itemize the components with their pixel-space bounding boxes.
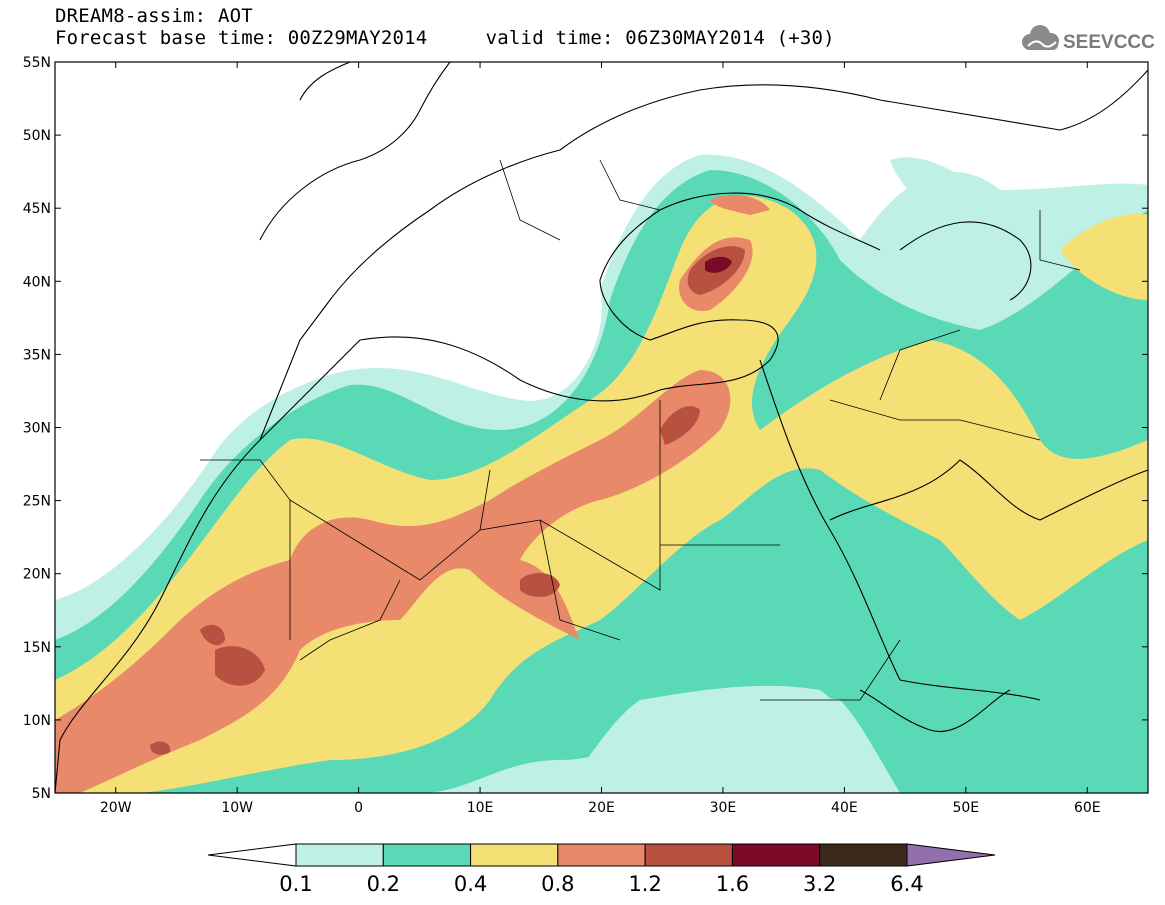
colorbar-swatch — [644, 843, 733, 867]
colorbar-swatch — [295, 843, 384, 867]
lat-label: 15N — [23, 640, 51, 656]
lon-label: 50E — [952, 800, 979, 816]
colorbar-label: 1.2 — [628, 872, 662, 896]
lat-label: 5N — [32, 786, 51, 802]
lon-label: 0 — [354, 800, 363, 816]
lon-label: 60E — [1074, 800, 1101, 816]
lat-label: 40N — [23, 274, 51, 290]
lon-label: 10E — [467, 800, 494, 816]
colorbar-label: 0.4 — [453, 872, 488, 896]
svg-text:SEEVCCC: SEEVCCC — [1063, 32, 1155, 53]
aot-contour-1.2-chad — [520, 573, 560, 597]
aot-contour-1.6 — [705, 256, 732, 273]
colorbar — [207, 843, 996, 867]
aot-contour-0.8 — [55, 370, 731, 793]
lat-label: 35N — [23, 347, 51, 363]
aot-contour-0.2-somalia — [900, 696, 1060, 760]
country-borders — [200, 159, 1081, 701]
lon-label: 20W — [100, 800, 132, 816]
colorbar-label: 1.6 — [715, 872, 750, 896]
lat-label: 10N — [23, 713, 51, 729]
cloud-icon — [1022, 25, 1059, 50]
aot-contour-1.2-west — [150, 624, 265, 755]
seevccc-logo: SEEVCCC — [1022, 25, 1155, 53]
colorbar-swatch — [819, 843, 908, 867]
aot-contour-0.2-africa-hole — [560, 685, 900, 793]
lat-label: 20N — [23, 567, 51, 583]
longitude-axis: 20W 10W 0 10E 20E 30E 40E 50E 60E — [100, 62, 1101, 816]
latitude-axis: 55N 50N 45N 40N 35N 30N 25N 20N 15N 10N 5N — [23, 55, 1148, 802]
forecast-time-line: Forecast base time: 00Z29MAY2014 valid t… — [55, 27, 835, 49]
colorbar-max-arrow — [906, 843, 996, 867]
colorbar-swatch — [557, 843, 646, 867]
lon-label: 20E — [588, 800, 615, 816]
colorbar-swatch — [470, 843, 559, 867]
aot-contour-0.8-north — [710, 194, 770, 215]
colorbar-swatch — [382, 843, 472, 867]
lon-label: 40E — [831, 800, 858, 816]
lat-label: 30N — [23, 421, 51, 437]
colorbar-label: 0.2 — [366, 872, 400, 896]
lat-label: 25N — [23, 494, 51, 510]
map-title: DREAM8-assim: AOT — [55, 5, 253, 27]
colorbar-label: 6.4 — [890, 872, 924, 896]
colorbar-label: 0.1 — [279, 872, 313, 896]
lon-label: 10W — [221, 800, 253, 816]
colorbar-label: 0.8 — [541, 872, 575, 896]
colorbar-min-arrow — [207, 843, 297, 867]
aot-contour-0.1-east — [890, 157, 990, 230]
aot-contour-0.4-caspian — [1060, 213, 1148, 300]
colorbar-swatch — [731, 843, 821, 867]
lat-label: 50N — [23, 128, 51, 144]
colorbar-label: 3.2 — [803, 872, 837, 896]
aot-contour-1.2-egypt — [660, 406, 700, 445]
lon-label: 30E — [710, 800, 737, 816]
lat-label: 55N — [23, 55, 51, 71]
lat-label: 45N — [23, 201, 51, 217]
